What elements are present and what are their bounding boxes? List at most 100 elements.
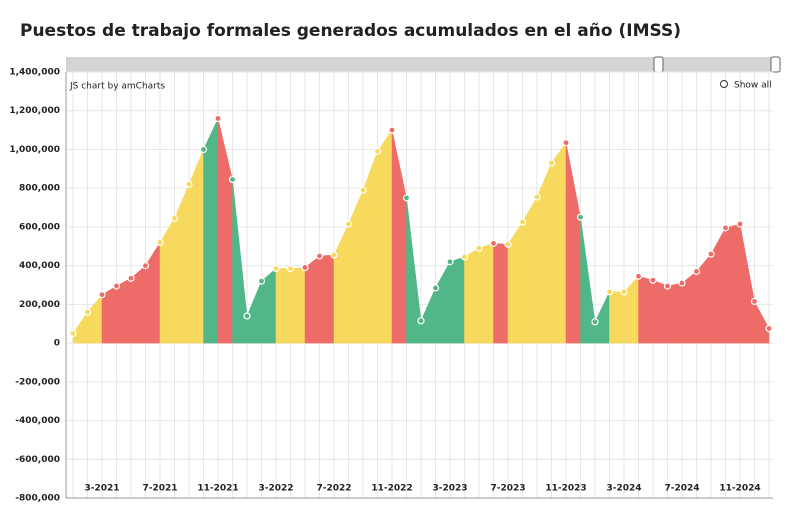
area-segment bbox=[174, 184, 190, 344]
data-point bbox=[112, 282, 121, 290]
area-segment bbox=[290, 267, 306, 344]
data-point bbox=[765, 324, 773, 333]
scrollbar-grip[interactable] bbox=[770, 56, 781, 73]
area-segment bbox=[623, 275, 639, 344]
data-point bbox=[504, 240, 512, 248]
data-point bbox=[228, 175, 237, 184]
x-tick-label: 3-2021 bbox=[84, 484, 119, 494]
x-tick-label: 7-2023 bbox=[490, 484, 525, 494]
area-segment bbox=[754, 301, 770, 344]
x-tick-label: 3-2023 bbox=[432, 484, 467, 494]
area-segment bbox=[609, 291, 625, 344]
data-point bbox=[373, 147, 382, 155]
data-point bbox=[591, 318, 599, 326]
data-point bbox=[649, 276, 657, 284]
y-tick-label: 200,000 bbox=[19, 300, 60, 310]
x-tick-label: 11-2023 bbox=[545, 484, 586, 494]
area-segment bbox=[217, 118, 233, 344]
area-segment bbox=[565, 142, 581, 344]
area-segment bbox=[159, 217, 175, 344]
area-segment bbox=[536, 162, 552, 344]
data-point bbox=[301, 263, 309, 272]
area-segment bbox=[551, 141, 567, 344]
area-segment bbox=[87, 293, 103, 344]
data-point bbox=[170, 214, 179, 222]
data-point bbox=[98, 291, 106, 299]
data-point bbox=[678, 279, 686, 287]
area-segment bbox=[493, 243, 509, 344]
data-point bbox=[417, 317, 425, 325]
y-tick-label: 1,400,000 bbox=[9, 68, 60, 78]
data-point bbox=[199, 145, 208, 154]
data-point bbox=[141, 262, 150, 270]
area-segment bbox=[391, 130, 407, 344]
area-segment bbox=[739, 223, 755, 344]
data-point bbox=[518, 218, 527, 226]
x-tick-label: 7-2021 bbox=[142, 484, 177, 494]
area-segment bbox=[377, 129, 393, 344]
scrollbar-grip[interactable] bbox=[653, 56, 664, 73]
data-point bbox=[707, 250, 715, 258]
chart-title: Puestos de trabajo formales generados ac… bbox=[20, 21, 681, 41]
data-point bbox=[83, 308, 92, 316]
y-tick-label: 600,000 bbox=[19, 222, 60, 232]
area-segment bbox=[522, 195, 538, 344]
data-point bbox=[446, 258, 454, 266]
area-segment bbox=[145, 241, 161, 344]
credit[interactable]: JS chart by amCharts bbox=[69, 82, 165, 92]
data-point bbox=[576, 213, 585, 221]
data-point bbox=[620, 288, 628, 296]
data-point bbox=[605, 288, 614, 296]
area-segment bbox=[246, 281, 262, 344]
y-tick-label: 0 bbox=[54, 339, 60, 349]
data-point bbox=[663, 282, 672, 290]
data-point bbox=[750, 297, 759, 306]
data-point bbox=[402, 194, 411, 202]
area-segment bbox=[333, 223, 349, 344]
zoom-button[interactable]: Show all bbox=[734, 81, 772, 91]
y-tick-label: -600,000 bbox=[15, 455, 60, 465]
y-tick-label: 1,000,000 bbox=[9, 145, 60, 155]
data-point bbox=[562, 139, 570, 147]
data-point bbox=[692, 267, 701, 276]
area-segment bbox=[725, 223, 741, 344]
y-tick-label: 800,000 bbox=[19, 184, 60, 194]
data-point bbox=[330, 251, 338, 259]
area-segment bbox=[638, 275, 654, 344]
data-point bbox=[69, 329, 77, 338]
area-segment bbox=[420, 287, 436, 344]
data-point bbox=[736, 220, 744, 228]
x-tick-label: 3-2022 bbox=[258, 484, 293, 494]
data-point bbox=[533, 193, 541, 201]
y-tick-label: 400,000 bbox=[19, 261, 60, 271]
data-point bbox=[634, 272, 643, 280]
x-tick-label: 11-2021 bbox=[197, 484, 238, 494]
data-point bbox=[185, 180, 193, 188]
x-tick-label: 11-2022 bbox=[371, 484, 412, 494]
x-tick-label: 3-2024 bbox=[606, 484, 641, 494]
x-tick-label: 7-2024 bbox=[664, 484, 699, 494]
area-segment bbox=[478, 243, 494, 344]
area-segment bbox=[696, 253, 712, 344]
y-tick-label: -800,000 bbox=[15, 494, 60, 504]
data-point bbox=[214, 114, 222, 123]
data-point bbox=[475, 244, 483, 252]
area-segment bbox=[464, 247, 480, 344]
area-segment bbox=[362, 151, 378, 344]
data-point bbox=[127, 274, 135, 282]
data-point bbox=[721, 224, 730, 232]
area-segment bbox=[319, 254, 335, 344]
zoom-icon[interactable] bbox=[720, 80, 728, 88]
data-point bbox=[547, 159, 556, 167]
area-segment bbox=[348, 190, 364, 344]
data-point bbox=[460, 253, 469, 261]
area-segment bbox=[72, 311, 88, 344]
y-tick-label: 1,200,000 bbox=[9, 106, 60, 116]
area-segment bbox=[275, 268, 291, 344]
x-tick-label: 11-2024 bbox=[719, 484, 760, 494]
area-segment bbox=[449, 256, 465, 344]
scrollbar[interactable] bbox=[66, 57, 778, 72]
data-point bbox=[315, 252, 324, 260]
area-segment bbox=[507, 221, 523, 344]
